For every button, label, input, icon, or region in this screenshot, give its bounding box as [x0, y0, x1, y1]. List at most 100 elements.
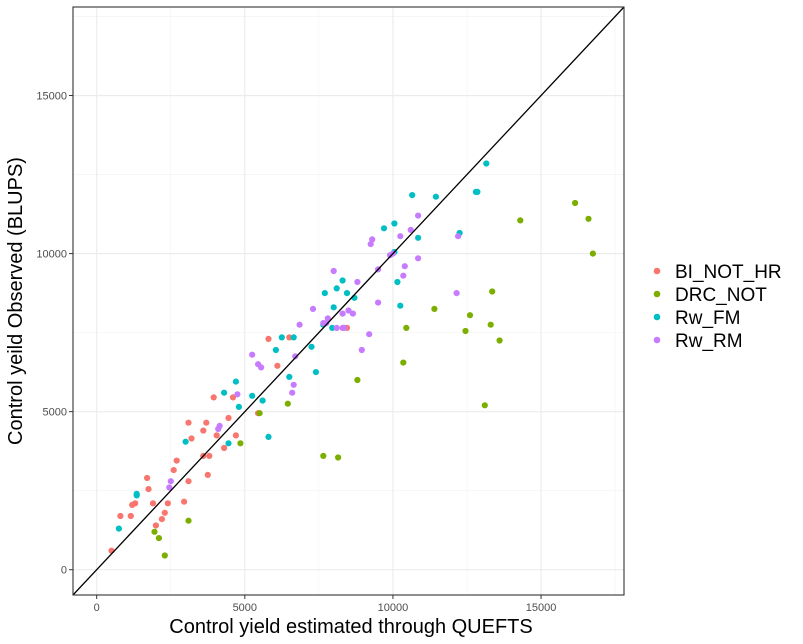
legend-key-rw-rm [653, 336, 661, 344]
x-tick-label: 5000 [233, 602, 257, 614]
data-point-rw-rm [323, 320, 330, 327]
data-point-rw-rm [415, 212, 422, 219]
data-point-drc-not [585, 215, 592, 222]
data-point-drc-not [489, 288, 496, 295]
data-point-bi-not-hr [229, 394, 237, 401]
data-point-bi-not-hr [161, 509, 168, 516]
data-point-drc-not [320, 452, 327, 459]
data-point-drc-not [335, 454, 342, 461]
data-point-rw-fm [232, 378, 239, 385]
data-point-bi-not-hr [204, 471, 211, 478]
data-point-rw-fm [474, 188, 481, 195]
data-point-rw-fm [272, 346, 279, 354]
data-point-drc-not [431, 305, 438, 312]
data-point-drc-not [185, 517, 192, 524]
data-point-rw-fm [278, 334, 285, 341]
legend-label: BI_NOT_HR [675, 262, 782, 283]
data-point-rw-rm [345, 307, 352, 314]
data-point-rw-fm [265, 433, 272, 440]
data-point-bi-not-hr [149, 500, 157, 507]
data-point-bi-not-hr [225, 414, 232, 422]
data-points [108, 160, 597, 559]
y-tick-label: 0 [61, 565, 67, 577]
data-point-drc-not [155, 535, 162, 542]
data-point-bi-not-hr [173, 457, 180, 464]
y-axis-ticks: 0 5000 10000 15000 [36, 91, 73, 577]
data-point-drc-not [354, 376, 361, 384]
data-point-rw-fm [343, 290, 351, 297]
data-point-rw-rm [249, 351, 256, 358]
data-point-bi-not-hr [117, 512, 124, 520]
data-point-rw-fm [397, 302, 404, 309]
legend-label: DRC_NOT [675, 285, 767, 306]
data-point-rw-fm [221, 389, 228, 396]
data-point-drc-not [151, 528, 158, 535]
data-point-bi-not-hr [145, 486, 152, 493]
data-point-rw-rm [339, 310, 346, 317]
data-point-rw-rm [455, 233, 462, 240]
data-point-bi-not-hr [127, 512, 134, 520]
data-point-rw-fm [415, 234, 422, 241]
data-point-rw-rm [407, 226, 414, 233]
data-point-drc-not [589, 250, 597, 257]
data-point-bi-not-hr [213, 432, 220, 439]
x-axis-ticks: 0 5000 10000 15000 [94, 595, 557, 614]
legend-key-rw-fm [653, 313, 661, 321]
data-point-rw-fm [133, 490, 140, 497]
data-point-rw-rm [289, 389, 296, 396]
y-tick-label: 10000 [36, 249, 67, 261]
data-point-bi-not-hr [185, 419, 192, 426]
data-point-bi-not-hr [158, 516, 165, 523]
data-point-rw-fm [286, 373, 293, 380]
legend-label: Rw_RM [675, 331, 743, 352]
x-axis-title: Control yield estimated through QUEFTS [169, 616, 533, 638]
data-point-rw-fm [391, 220, 398, 227]
data-point-bi-not-hr [221, 444, 228, 452]
data-point-rw-fm [380, 225, 388, 232]
data-point-rw-fm [182, 438, 189, 445]
data-point-rw-fm [312, 369, 319, 376]
y-tick-label: 15000 [36, 91, 67, 103]
data-point-drc-not [517, 217, 524, 224]
data-point-rw-rm [401, 263, 408, 270]
data-point-bi-not-hr [232, 432, 239, 439]
x-tick-label: 15000 [526, 602, 557, 614]
data-point-rw-rm [216, 422, 223, 429]
legend-label: Rw_FM [675, 308, 740, 329]
major-gridlines [73, 7, 624, 595]
data-point-rw-rm [258, 364, 265, 371]
data-point-rw-fm [333, 285, 340, 292]
data-point-bi-not-hr [164, 500, 171, 507]
data-point-rw-fm [259, 397, 266, 404]
legend-key-drc-not [653, 290, 661, 298]
minor-gridlines [73, 7, 624, 595]
reference-line-group [73, 7, 624, 595]
data-point-rw-fm [483, 160, 490, 167]
data-point-rw-fm [115, 525, 122, 532]
data-point-rw-rm [400, 272, 407, 279]
data-point-rw-rm [349, 310, 356, 317]
data-point-rw-fm [339, 277, 346, 284]
data-point-rw-rm [167, 478, 174, 485]
data-point-drc-not [487, 321, 494, 328]
data-point-rw-rm [333, 324, 340, 331]
data-point-rw-rm [358, 346, 365, 354]
data-point-drc-not [400, 359, 407, 366]
data-point-rw-rm [234, 391, 241, 398]
data-point-bi-not-hr [132, 500, 139, 507]
data-point-drc-not [481, 402, 488, 409]
data-point-rw-rm [341, 324, 348, 331]
identity-line [73, 7, 624, 595]
data-point-bi-not-hr [203, 419, 210, 426]
data-point-bi-not-hr [200, 427, 207, 434]
data-point-drc-not [496, 337, 503, 344]
data-point-bi-not-hr [152, 522, 159, 529]
data-point-bi-not-hr [274, 362, 281, 369]
data-point-bi-not-hr [286, 334, 293, 341]
data-point-rw-rm [366, 331, 373, 338]
legend-key-bi-not-hr [653, 267, 661, 275]
data-point-bi-not-hr [188, 435, 195, 442]
data-point-rw-rm [324, 315, 331, 322]
data-point-rw-fm [321, 290, 328, 297]
